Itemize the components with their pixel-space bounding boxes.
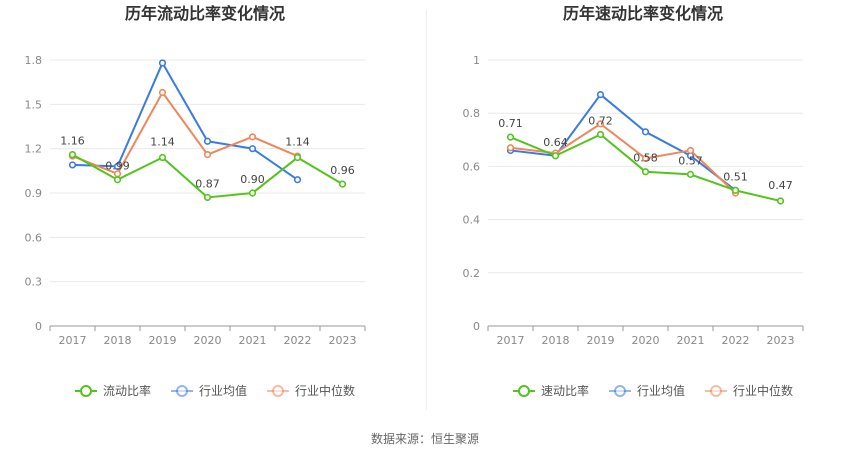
legend-label: 行业均值 (199, 383, 247, 398)
data-label: 0.47 (768, 179, 793, 192)
x-tick-label: 2020 (632, 334, 660, 347)
x-tick-label: 2022 (284, 334, 312, 347)
y-tick-label: 1.2 (25, 143, 43, 156)
x-tick-label: 2023 (329, 334, 357, 347)
data-point[interactable] (641, 168, 650, 176)
x-tick-label: 2021 (239, 334, 267, 347)
legend-swatch-marker (614, 385, 626, 397)
legend-label: 行业中位数 (733, 383, 793, 398)
legend-label: 行业中位数 (295, 383, 355, 398)
legend-item[interactable]: 行业均值 (171, 383, 247, 398)
data-point[interactable] (551, 152, 560, 160)
data-point[interactable] (596, 120, 605, 128)
legend-item[interactable]: 行业中位数 (705, 383, 793, 398)
x-tick-label: 2017 (497, 334, 525, 347)
data-point[interactable] (68, 150, 77, 159)
data-point[interactable] (203, 150, 212, 159)
data-point[interactable] (641, 128, 650, 136)
data-point[interactable] (596, 130, 605, 139)
data-point[interactable] (113, 176, 122, 184)
legend-item[interactable]: 速动比率 (513, 383, 589, 398)
x-tick-label: 2018 (104, 334, 132, 347)
legend-swatch-marker (80, 385, 92, 397)
data-label: 0.51 (723, 170, 748, 183)
legend-swatch-marker (518, 385, 530, 397)
y-tick-label: 0.2 (463, 267, 481, 280)
x-tick-label: 2017 (59, 334, 87, 347)
data-point[interactable] (248, 133, 257, 141)
y-tick-label: 0 (473, 320, 480, 333)
data-point[interactable] (248, 145, 257, 153)
series-line (72, 61, 299, 181)
y-tick-label: 0.3 (25, 276, 43, 289)
x-tick-label: 2020 (194, 334, 222, 347)
data-label: 0.57 (678, 154, 703, 167)
legend-item[interactable]: 流动比率 (75, 383, 151, 398)
y-tick-label: 0 (35, 320, 42, 333)
x-tick-label: 2021 (677, 334, 705, 347)
data-label: 1.14 (150, 136, 175, 149)
data-point[interactable] (731, 186, 740, 194)
data-label: 1.14 (285, 136, 310, 149)
x-tick-label: 2018 (542, 334, 570, 347)
data-point[interactable] (248, 189, 257, 197)
legend-item[interactable]: 行业中位数 (267, 383, 355, 398)
data-point[interactable] (641, 154, 650, 163)
data-label: 0.87 (195, 177, 220, 190)
data-point[interactable] (506, 133, 515, 141)
current-ratio-panel: 历年流动比率变化情况 0 0.3 0.6 0.9 1.2 1.5 1.8 2017 2018 201… (0, 0, 425, 420)
data-point[interactable] (338, 180, 347, 188)
data-point[interactable] (506, 144, 515, 152)
data-point[interactable] (596, 90, 605, 99)
x-tick-label: 2022 (722, 334, 750, 347)
quick-ratio-panel: 历年速动比率变化情况 0 0.2 0.4 0.6 0.8 1 2017 2018 2019 2020… (428, 0, 850, 420)
quick-ratio-chart: 历年速动比率变化情况 0 0.2 0.4 0.6 0.8 1 2017 2018 2019 2020… (463, 4, 804, 398)
current-ratio-chart: 历年流动比率变化情况 0 0.3 0.6 0.9 1.2 1.5 1.8 2017 2018 201… (25, 4, 366, 398)
series-line (510, 93, 737, 192)
y-tick-label: 0.9 (25, 187, 43, 200)
y-tick-label: 0.4 (463, 214, 481, 227)
y-tick-label: 1.5 (25, 98, 43, 111)
panel-divider (426, 10, 427, 410)
legend-swatch-marker (272, 385, 284, 397)
data-label: 0.99 (105, 160, 130, 173)
data-label: 1.16 (60, 135, 85, 148)
data-point[interactable] (203, 137, 212, 145)
data-point[interactable] (203, 193, 212, 202)
chart-title: 历年速动比率变化情况 (563, 4, 723, 23)
y-tick-label: 0.6 (463, 160, 481, 173)
legend-label: 流动比率 (103, 383, 151, 398)
y-tick-label: 1 (473, 54, 480, 67)
legend-swatch-marker (176, 385, 188, 397)
legend-swatch-marker (710, 385, 722, 397)
y-tick-label: 0.8 (463, 107, 481, 120)
data-label: 0.58 (633, 152, 658, 165)
data-point[interactable] (293, 153, 302, 162)
x-tick-label: 2019 (587, 334, 615, 347)
data-label: 0.64 (543, 136, 568, 149)
data-point[interactable] (68, 161, 77, 169)
data-point[interactable] (158, 59, 167, 67)
data-point[interactable] (776, 197, 785, 205)
legend-label: 速动比率 (541, 383, 589, 398)
data-point[interactable] (686, 170, 695, 178)
data-source-note: 数据来源：恒生聚源 (370, 432, 479, 446)
data-point[interactable] (686, 146, 695, 155)
x-tick-label: 2023 (767, 334, 795, 347)
y-tick-label: 0.6 (25, 231, 43, 244)
legend-label: 行业均值 (637, 383, 685, 398)
data-label: 0.72 (588, 114, 613, 127)
data-point[interactable] (158, 153, 167, 162)
data-label: 0.90 (240, 173, 265, 186)
data-label: 0.71 (498, 117, 523, 130)
data-label: 0.96 (330, 164, 355, 177)
x-tick-label: 2019 (149, 334, 177, 347)
data-point[interactable] (113, 162, 122, 170)
data-point[interactable] (293, 176, 302, 184)
chart-title: 历年流动比率变化情况 (125, 4, 285, 23)
series-line (72, 91, 298, 175)
y-tick-label: 1.8 (25, 54, 43, 67)
legend-item[interactable]: 行业均值 (609, 383, 685, 398)
data-point[interactable] (158, 88, 167, 97)
